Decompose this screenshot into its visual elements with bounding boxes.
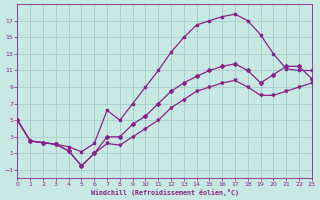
X-axis label: Windchill (Refroidissement éolien,°C): Windchill (Refroidissement éolien,°C): [91, 189, 239, 196]
